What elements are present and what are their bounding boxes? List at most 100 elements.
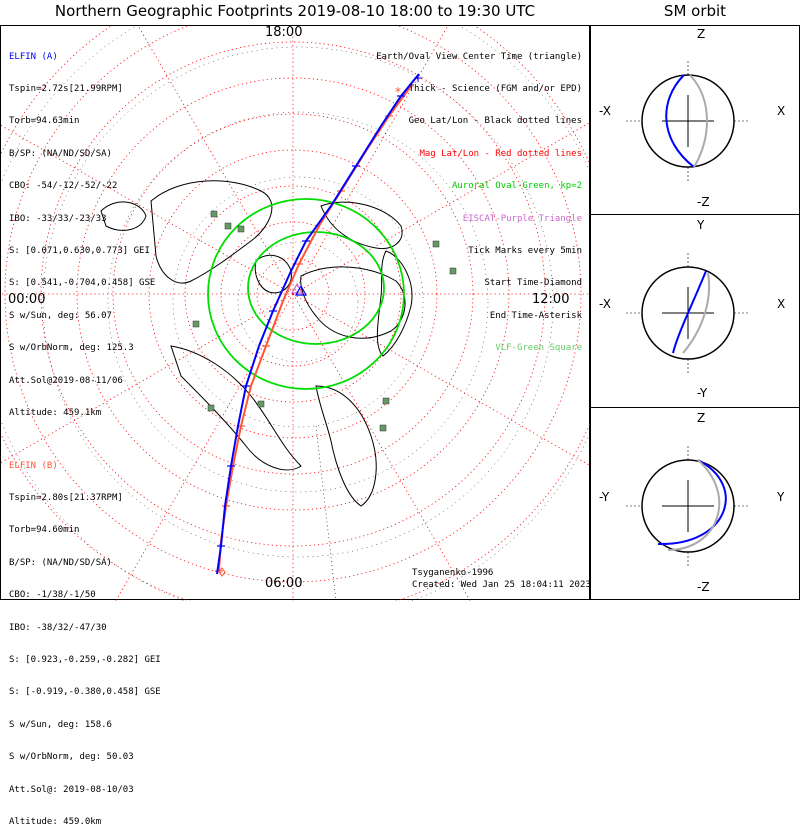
elfin-a-line: S w/OrbNorm, deg: 125.3 bbox=[9, 343, 134, 354]
elfin-b-start-diamond bbox=[218, 567, 226, 577]
legend-item: Mag Lat/Lon - Red dotted lines bbox=[419, 148, 582, 159]
elfin-a-line: Torb=94.63min bbox=[9, 116, 80, 127]
vlf-station-square bbox=[257, 400, 265, 408]
sm-orbit-title: SM orbit bbox=[663, 2, 727, 20]
mag-lon-line bbox=[1, 124, 294, 295]
plot-title: Northern Geographic Footprints 2019-08-1… bbox=[54, 2, 536, 20]
sm-orbit-a bbox=[657, 459, 727, 546]
axis-up-label: Y bbox=[697, 218, 705, 232]
coastline bbox=[170, 345, 302, 471]
geo-lat-circle bbox=[172, 176, 424, 428]
footprint-map-panel: * + bbox=[0, 25, 591, 601]
coastline bbox=[300, 266, 406, 339]
elfin-b-name: ELFIN (B) bbox=[9, 460, 58, 471]
mag-lon-line bbox=[292, 121, 591, 295]
axis-right-label: X bbox=[777, 104, 786, 118]
footer-credit: Tsyganenko-1996 bbox=[412, 568, 494, 578]
mag-lat-circle bbox=[256, 257, 330, 331]
sm-orbit-b-far bbox=[667, 459, 721, 551]
hour-label-right: 12:00 bbox=[532, 292, 570, 307]
elfin-b-line: Altitude: 459.0km bbox=[9, 816, 102, 827]
vlf-station-square bbox=[207, 404, 215, 412]
sm-orbit-b-far bbox=[689, 74, 708, 168]
sm-orbit-a bbox=[665, 74, 695, 168]
hour-label-bottom: 06:00 bbox=[265, 576, 303, 591]
sm-orbit-xy bbox=[626, 253, 750, 373]
axis-down-label: -Z bbox=[697, 580, 710, 594]
axis-right-label: Y bbox=[777, 490, 785, 504]
vlf-station-square bbox=[449, 267, 457, 275]
polar-map: *+ bbox=[1, 26, 591, 601]
mag-lon-line bbox=[115, 293, 294, 601]
sm-panel-yz: Z -Z -Y Y bbox=[590, 407, 800, 600]
legend-item: Thick - Science (FGM and/or EPD) bbox=[408, 83, 582, 94]
legend-item: VLF-Green Square bbox=[495, 343, 582, 354]
elfin-b-line: Torb=94.60min bbox=[9, 525, 80, 536]
geo-lon-line bbox=[315, 425, 337, 601]
axis-left-label: -X bbox=[599, 104, 611, 118]
auroral-oval-outer bbox=[207, 198, 405, 390]
coastline bbox=[376, 250, 413, 357]
vlf-station-square bbox=[192, 320, 200, 328]
elfin-a-line: CBO: -54/-12/-52/-22 bbox=[9, 181, 118, 192]
coastline bbox=[320, 201, 403, 250]
elfin-a-line: Att.Sol@2019-08-11/06 bbox=[9, 375, 123, 386]
coastline bbox=[150, 180, 273, 284]
elfin-b-line: S w/Sun, deg: 158.6 bbox=[9, 719, 112, 730]
sm-orbit-xz bbox=[626, 61, 750, 181]
legend-item: EISCAT-Purple Triangle bbox=[462, 213, 582, 224]
axis-down-label: -Z bbox=[697, 195, 710, 209]
elfin-a-line: S w/Sun, deg: 56.07 bbox=[9, 310, 112, 321]
elfin-b-line: Att.Sol@: 2019-08-10/03 bbox=[9, 784, 134, 795]
coastline bbox=[254, 254, 292, 294]
axis-right-label: X bbox=[777, 297, 786, 311]
legend-item: Tick Marks every 5min bbox=[468, 245, 582, 256]
elfin-a-line: S: [0.071,0.630,0.773] GEI bbox=[9, 245, 150, 256]
elfin-b-line: S w/OrbNorm, deg: 50.03 bbox=[9, 752, 134, 763]
mag-lat-circle bbox=[4, 26, 582, 583]
elfin-a-name: ELFIN (A) bbox=[9, 51, 58, 62]
mag-lon-line bbox=[1, 293, 294, 464]
legend-item: Earth/Oval View Center Time (triangle) bbox=[376, 51, 582, 62]
geo-lat-circle bbox=[42, 46, 554, 558]
elfin-a-line: B/SP: (NA/ND/SD/SA) bbox=[9, 148, 112, 159]
hour-label-top: 18:00 bbox=[265, 25, 303, 40]
coastline bbox=[100, 201, 147, 231]
vlf-station-square bbox=[379, 424, 387, 432]
mag-lon-line bbox=[292, 293, 591, 467]
elfin-b-line: S: [0.923,-0.259,-0.282] GEI bbox=[9, 654, 161, 665]
coastline bbox=[315, 385, 377, 507]
vlf-station-square bbox=[432, 240, 440, 248]
vlf-station-square bbox=[224, 222, 232, 230]
elfin-b-info: ELFIN (B) Tspin=2.80s[21.37RPM] Torb=94.… bbox=[9, 439, 161, 838]
axis-up-label: Z bbox=[697, 27, 706, 41]
vlf-station-square bbox=[210, 210, 218, 218]
mag-lon-line bbox=[292, 26, 449, 295]
footer-created: Created: Wed Jan 25 18:04:11 2023 bbox=[412, 580, 591, 590]
legend: Earth/Oval View Center Time (triangle) T… bbox=[376, 30, 582, 365]
legend-item: Start Time-Diamond bbox=[484, 278, 582, 289]
elfin-b-line: Tspin=2.80s[21.37RPM] bbox=[9, 492, 123, 503]
elfin-a-line: IBO: -33/33/-23/33 bbox=[9, 213, 107, 224]
elfin-a-end-asterisk: + bbox=[413, 71, 423, 85]
auroral-oval-inner bbox=[247, 231, 385, 345]
elfin-b-line: S: [-0.919,-0.380,0.458] GSE bbox=[9, 687, 161, 698]
elfin-a-line: Tspin=2.72s[21.99RPM] bbox=[9, 83, 123, 94]
mag-lon-line bbox=[137, 26, 294, 295]
geo-lat-circle bbox=[237, 241, 359, 363]
axis-up-label: Z bbox=[697, 411, 706, 425]
elfin-b-end-asterisk: * bbox=[395, 85, 401, 99]
legend-item: Auroral Oval-Green, kp=2 bbox=[451, 181, 582, 192]
hour-label-left: 00:00 bbox=[8, 292, 46, 307]
legend-item: End Time-Asterisk bbox=[489, 310, 582, 321]
sm-panel-xz: Z -Z -X X bbox=[590, 25, 800, 215]
mag-lat-circle bbox=[76, 77, 510, 511]
elfin-b-line: CBO: -1/38/-1/50 bbox=[9, 590, 96, 601]
axis-down-label: -Y bbox=[697, 386, 708, 400]
vlf-station-square bbox=[382, 397, 390, 405]
sm-orbit-yz bbox=[626, 446, 750, 566]
view-center-triangle bbox=[294, 284, 308, 296]
elfin-a-info: ELFIN (A) Tspin=2.72s[21.99RPM] Torb=94.… bbox=[9, 30, 155, 429]
elfin-b-line: B/SP: (NA/ND/SD/SA) bbox=[9, 557, 112, 568]
axis-left-label: -X bbox=[599, 297, 611, 311]
